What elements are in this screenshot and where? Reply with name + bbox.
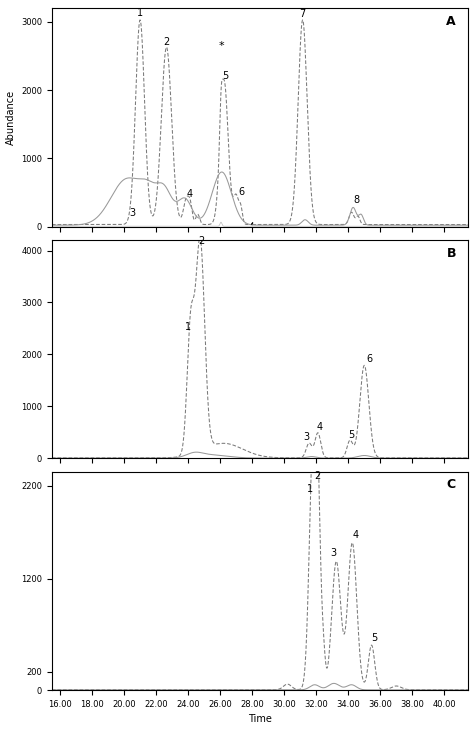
Text: 1: 1 bbox=[185, 322, 191, 332]
Text: 2: 2 bbox=[199, 237, 205, 246]
Text: *: * bbox=[218, 41, 224, 50]
X-axis label: Time: Time bbox=[248, 715, 272, 724]
Text: 7: 7 bbox=[300, 9, 306, 18]
Text: C: C bbox=[447, 478, 456, 491]
Text: 1: 1 bbox=[137, 8, 143, 18]
Text: 3: 3 bbox=[303, 431, 310, 442]
Text: 2: 2 bbox=[164, 36, 170, 47]
Text: 3: 3 bbox=[330, 548, 336, 558]
Text: A: A bbox=[447, 15, 456, 28]
Text: 6: 6 bbox=[366, 354, 372, 364]
Text: 5: 5 bbox=[222, 72, 228, 81]
Text: B: B bbox=[447, 247, 456, 260]
Y-axis label: Abundance: Abundance bbox=[6, 90, 16, 145]
Text: 5: 5 bbox=[372, 633, 378, 643]
Text: 1: 1 bbox=[307, 484, 313, 494]
Text: 5: 5 bbox=[348, 430, 355, 439]
Text: 4: 4 bbox=[317, 422, 322, 432]
Text: 3: 3 bbox=[129, 208, 135, 218]
Text: 2: 2 bbox=[315, 471, 321, 481]
Text: 8: 8 bbox=[353, 195, 359, 204]
Text: 4: 4 bbox=[353, 530, 358, 539]
Text: 4: 4 bbox=[187, 189, 193, 199]
Text: 6: 6 bbox=[239, 187, 245, 197]
